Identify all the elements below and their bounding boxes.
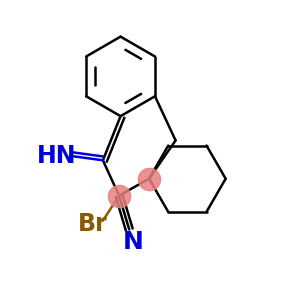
Text: Br: Br [78,212,107,236]
Text: HN: HN [37,144,76,168]
Text: N: N [123,230,143,254]
